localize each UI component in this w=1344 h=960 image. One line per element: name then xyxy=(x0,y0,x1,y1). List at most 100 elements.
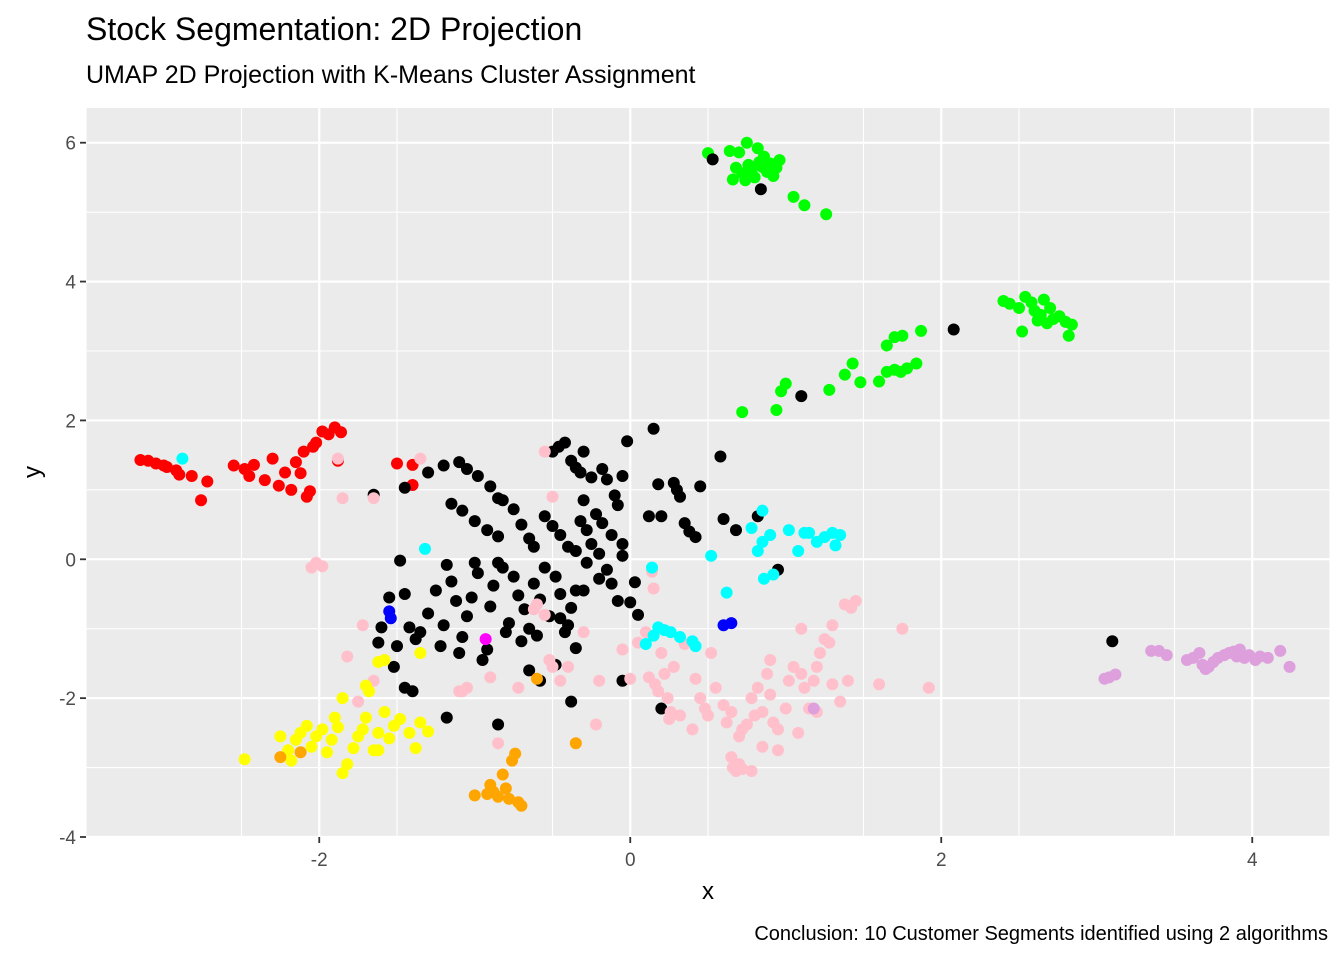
data-point xyxy=(331,452,344,465)
data-point xyxy=(565,601,578,614)
data-point xyxy=(854,376,867,389)
data-point xyxy=(798,681,811,694)
data-point xyxy=(512,681,525,694)
data-point xyxy=(468,515,481,528)
data-point xyxy=(823,636,836,649)
data-point xyxy=(492,530,505,543)
data-point xyxy=(507,570,520,583)
data-point xyxy=(947,323,960,336)
data-point xyxy=(409,633,422,646)
data-point xyxy=(562,660,575,673)
data-point xyxy=(484,671,497,684)
data-point xyxy=(384,612,397,625)
data-point xyxy=(515,635,528,648)
data-point xyxy=(453,685,466,698)
data-point xyxy=(782,524,795,537)
data-point xyxy=(569,642,582,655)
data-point xyxy=(658,667,671,680)
data-point xyxy=(739,174,752,187)
data-point xyxy=(798,199,811,212)
data-point xyxy=(590,718,603,731)
data-point xyxy=(714,450,727,463)
data-point xyxy=(403,726,416,739)
data-point xyxy=(674,631,687,644)
data-point xyxy=(787,660,800,673)
data-point xyxy=(335,426,348,439)
data-point xyxy=(527,603,540,616)
data-point xyxy=(282,744,295,757)
data-point xyxy=(628,576,641,589)
data-point xyxy=(201,475,214,488)
data-point xyxy=(347,742,360,755)
data-point xyxy=(655,647,668,660)
data-point xyxy=(726,173,739,186)
y-axis-title: y xyxy=(19,466,46,478)
data-point xyxy=(667,660,680,673)
data-point xyxy=(422,725,435,738)
data-point xyxy=(605,577,618,590)
data-point xyxy=(316,560,329,573)
data-point xyxy=(492,556,505,569)
data-point xyxy=(453,456,466,469)
data-point xyxy=(185,469,198,482)
data-point xyxy=(751,681,764,694)
data-point xyxy=(838,368,851,381)
data-point xyxy=(509,747,522,760)
data-point xyxy=(664,626,677,639)
data-point xyxy=(378,653,391,666)
data-point xyxy=(655,510,668,523)
data-point xyxy=(538,445,551,458)
data-point xyxy=(574,466,587,479)
data-point xyxy=(792,544,805,557)
data-point xyxy=(709,681,722,694)
data-point xyxy=(624,596,637,609)
data-point xyxy=(1065,318,1078,331)
data-point xyxy=(512,589,525,602)
data-point xyxy=(406,685,419,698)
data-point xyxy=(429,584,442,597)
data-point xyxy=(593,674,606,687)
data-point xyxy=(554,588,567,600)
y-tick-label: 4 xyxy=(65,273,76,294)
data-point xyxy=(725,706,738,719)
data-point xyxy=(756,504,769,517)
data-point xyxy=(341,650,354,663)
data-point xyxy=(745,522,758,535)
data-point xyxy=(285,483,298,496)
data-point xyxy=(440,711,453,724)
data-point xyxy=(403,621,416,634)
data-point xyxy=(880,339,893,352)
data-point xyxy=(492,790,505,803)
data-point xyxy=(549,570,562,583)
data-point xyxy=(873,375,886,388)
data-point xyxy=(736,762,749,775)
data-point xyxy=(674,490,687,503)
data-point xyxy=(807,702,820,715)
data-point xyxy=(580,524,593,537)
data-point xyxy=(745,692,758,705)
data-point xyxy=(285,754,298,767)
data-point xyxy=(527,540,540,553)
data-point xyxy=(720,716,733,729)
chart-title: Stock Segmentation: 2D Projection xyxy=(86,11,582,47)
data-point xyxy=(546,660,559,673)
data-point xyxy=(530,672,543,685)
data-point xyxy=(274,751,287,764)
data-point xyxy=(195,494,208,507)
data-point xyxy=(764,688,777,701)
data-point xyxy=(383,591,396,604)
data-point xyxy=(554,674,567,687)
data-point xyxy=(585,471,598,484)
data-point xyxy=(705,647,718,660)
data-point xyxy=(1031,314,1044,327)
data-point xyxy=(593,547,606,560)
data-point xyxy=(723,145,736,158)
data-point xyxy=(328,711,341,724)
data-point xyxy=(481,643,494,656)
data-point xyxy=(272,479,285,492)
data-point xyxy=(1016,325,1029,338)
data-point xyxy=(414,716,427,729)
data-point xyxy=(639,637,652,650)
data-point xyxy=(702,709,714,722)
